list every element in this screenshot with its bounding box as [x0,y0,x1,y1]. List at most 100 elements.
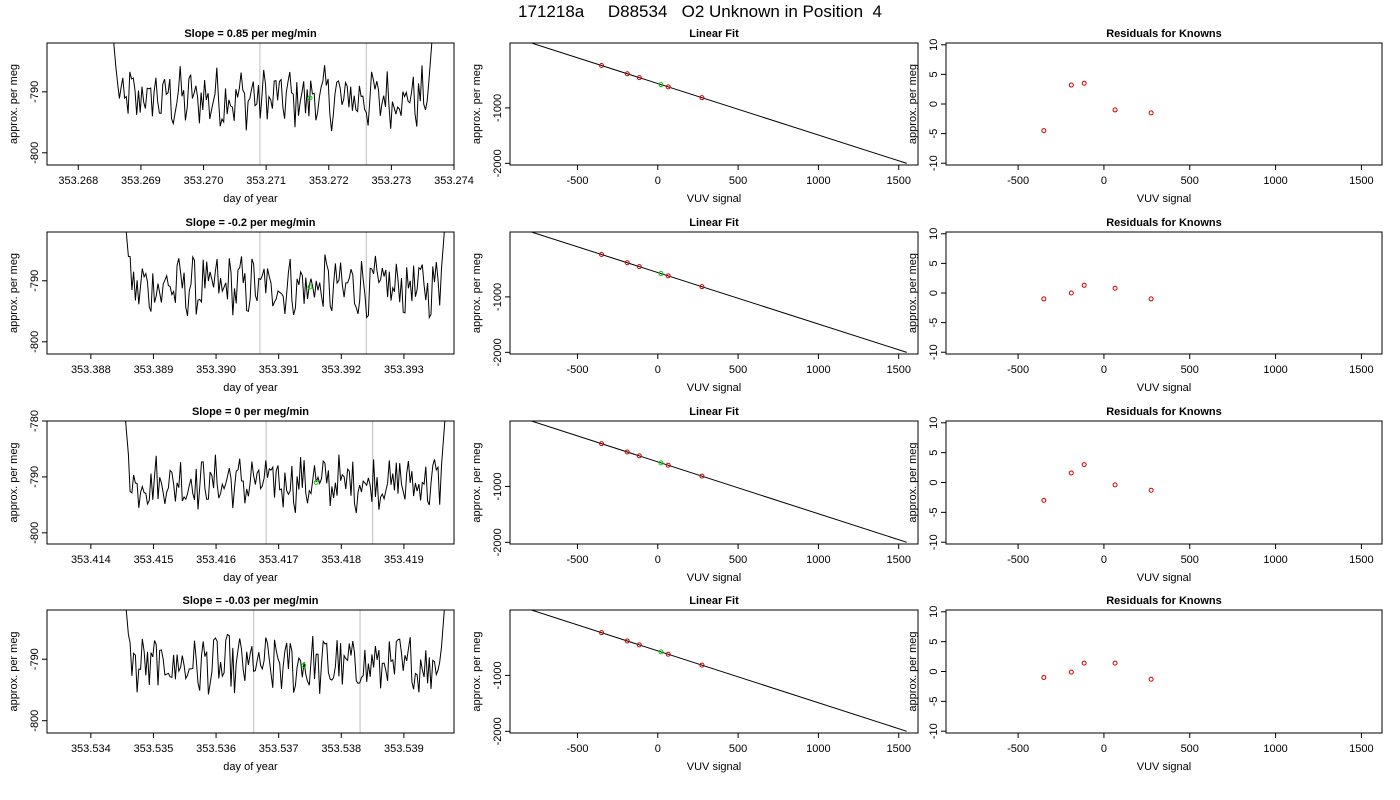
unknown-point [301,662,307,668]
x-tick-label: 1000 [1263,364,1287,376]
plot-frame [46,609,455,734]
plot-frame [509,609,919,734]
x-tick-label: -500 [1007,554,1029,566]
known-point [699,662,705,668]
x-tick-label: -500 [1007,364,1029,376]
y-tick-label: 5 [928,450,940,456]
plot-area [125,232,445,354]
x-tick-label: 500 [729,175,747,187]
panel-residuals-row-4: Residuals for Knowns -500 0 500 1000 1500 10 5 0… [907,595,1383,773]
y-tick-label: 5 [928,71,940,77]
x-tick-label: 353.537 [259,743,299,755]
residual-point [1112,107,1118,113]
y-tick-label: 0 [928,101,940,107]
x-axis-label: VUV signal [687,193,741,205]
x-tick-label: -500 [566,175,588,187]
x-axis-label: day of year [223,193,278,205]
x-tick-label: 0 [655,554,661,566]
known-point [624,71,630,77]
residual-point [1081,462,1087,468]
y-tick-label: 0 [928,290,940,296]
residual-point [1148,487,1154,493]
y-axis-label: approx. per meg [907,631,919,711]
x-axis-label: VUV signal [687,572,741,584]
x-tick-label: 1500 [1349,554,1373,566]
y-axis-label: approx. per meg [907,64,919,144]
x-tick-label: 353.539 [384,743,424,755]
x-axis-label: VUV signal [1137,382,1191,394]
y-tick-label: -10 [928,534,940,550]
y-axis-label: approx. per meg [8,253,20,333]
y-tick-label: -1000 [492,283,504,311]
x-tick-label: 353.418 [321,554,361,566]
residual-point [1068,82,1074,88]
known-point [599,441,605,447]
x-tick-label: -500 [566,743,588,755]
panel-title: Linear Fit [689,28,739,40]
x-tick-label: 1500 [1349,364,1373,376]
y-tick-label: -5 [928,129,940,139]
plot-area [1041,282,1154,302]
y-tick-label: 0 [928,668,940,674]
x-tick-label: 500 [729,554,747,566]
x-tick-label: 1500 [886,364,910,376]
fit-line [529,232,907,353]
x-tick-label: 353.393 [384,364,424,376]
y-tick-label: -2000 [492,717,504,745]
plot-frame [945,231,1383,355]
y-tick-label: -800 [29,522,41,544]
y-tick-label: -1000 [492,661,504,689]
x-tick-label: 353.274 [434,175,474,187]
unknown-point [658,271,664,277]
x-axis-label: VUV signal [687,382,741,394]
x-tick-label: 500 [1181,364,1199,376]
x-tick-label: 353.419 [384,554,424,566]
residual-point [1041,497,1047,503]
x-tick-label: 353.538 [321,743,361,755]
position-label: O2 Unknown in Position 4 [681,2,882,21]
x-tick-label: 0 [1101,554,1107,566]
y-tick-label: 5 [928,639,940,645]
plot-frame [46,42,455,166]
x-tick-label: 353.392 [321,364,361,376]
x-tick-label: 353.273 [372,175,412,187]
unknown-point [658,649,664,655]
residual-point [1081,80,1087,86]
y-tick-label: 0 [928,479,940,485]
known-point [599,62,605,68]
plot-area [125,421,446,544]
panel-title: Residuals for Knowns [1106,217,1222,229]
panel-title: Slope = -0.2 per meg/min [186,217,316,229]
x-tick-label: 500 [1181,554,1199,566]
y-tick-label: 10 [928,606,940,618]
plot-area [529,610,907,732]
plot-area [1041,462,1154,503]
panel-residuals-row-3: Residuals for Knowns -500 0 500 1000 1500 10 5 0… [907,406,1383,584]
known-point [636,264,642,270]
x-tick-label: 0 [1101,364,1107,376]
y-tick-label: -1000 [492,472,504,500]
residual-point [1148,296,1154,302]
x-tick-label: 0 [1101,743,1107,755]
y-tick-label: -5 [928,318,940,328]
unknown-point [307,284,313,290]
x-tick-label: 1000 [1263,175,1287,187]
x-tick-label: 1000 [806,175,830,187]
known-point [665,651,671,657]
y-axis-label: approx. per meg [471,253,483,333]
plot-frame [945,420,1383,545]
panel-time-series-row-3: Slope = 0 per meg/min 353.414 353.415 353.4… [8,406,455,584]
x-tick-label: 1500 [886,743,910,755]
residual-point [1041,674,1047,680]
residual-point [1068,669,1074,675]
x-tick-label: 500 [1181,743,1199,755]
unknown-point [307,95,313,101]
x-tick-label: 0 [655,364,661,376]
panel-title: Linear Fit [689,595,739,607]
plot-area [529,43,907,164]
y-tick-label: -790 [29,648,41,670]
unknown-point [313,480,319,485]
residual-point [1081,660,1087,666]
y-axis-label: approx. per meg [471,64,483,144]
residual-point [1148,110,1154,116]
